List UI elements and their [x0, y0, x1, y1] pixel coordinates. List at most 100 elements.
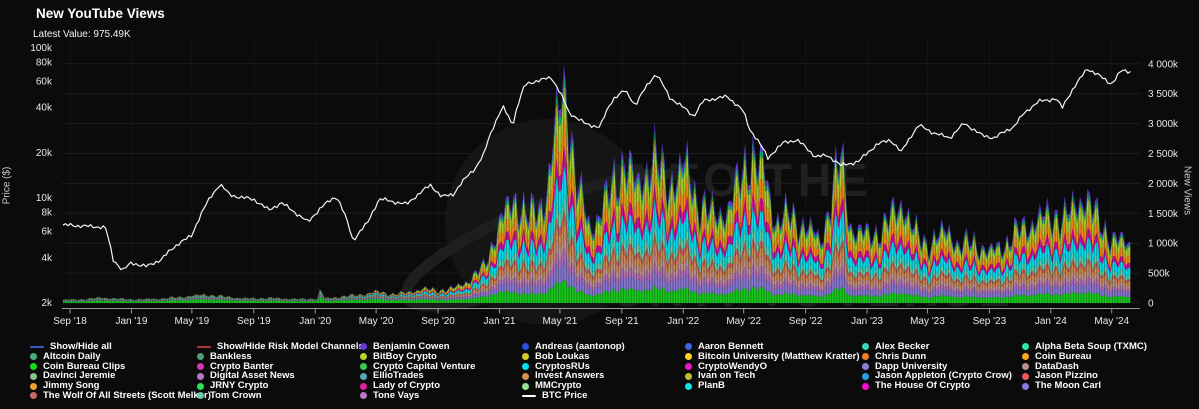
legend-dot-icon: [360, 372, 367, 380]
legend-item[interactable]: Altcoin Daily: [30, 350, 211, 362]
svg-text:Sep '22: Sep '22: [789, 316, 823, 327]
legend-item[interactable]: Jason Pizzino: [1022, 371, 1147, 381]
legend-item[interactable]: CryptosRUs: [522, 361, 625, 372]
legend-dot-icon: [1022, 362, 1029, 370]
legend: Show/Hide all Altcoin Daily Coin Bureau Cl…: [0, 342, 1199, 406]
legend-item[interactable]: The Moon Carl: [1022, 381, 1147, 391]
legend-dot-icon: [360, 382, 367, 390]
legend-item[interactable]: Benjamin Cowen: [360, 342, 475, 352]
legend-line-marker-icon: [522, 394, 536, 398]
legend-item-label: JRNY Crypto: [210, 380, 269, 392]
legend-item[interactable]: Digital Asset News: [197, 371, 364, 381]
legend-item[interactable]: MMCrypto: [522, 381, 625, 391]
legend-item[interactable]: Davinci Jeremie: [30, 371, 211, 381]
legend-line-marker-icon: [30, 345, 44, 349]
svg-text:8k: 8k: [41, 208, 53, 219]
legend-dot-icon: [360, 362, 367, 370]
svg-text:May '23: May '23: [910, 316, 945, 327]
legend-item[interactable]: Chris Dunn: [862, 351, 1012, 362]
legend-dot-icon: [522, 343, 529, 351]
svg-text:4k: 4k: [41, 253, 53, 264]
legend-column: Alex Becker Chris Dunn Dapp University Jaso…: [862, 342, 1012, 391]
svg-text:May '24: May '24: [1094, 316, 1129, 327]
legend-dot-icon: [522, 382, 529, 390]
legend-item[interactable]: Show/Hide all: [30, 342, 211, 352]
legend-item[interactable]: Crypto Capital Venture: [360, 360, 476, 372]
legend-item[interactable]: Show/Hide Risk Model Channels: [197, 342, 364, 352]
svg-text:80k: 80k: [36, 58, 53, 69]
legend-item-label: Bob Loukas: [535, 350, 590, 362]
svg-text:Jan '21: Jan '21: [484, 316, 516, 327]
legend-column: Show/Hide Risk Model Channels Bankless Cry…: [197, 342, 364, 401]
legend-item-label: Coin Bureau Clips: [43, 360, 126, 372]
legend-item-label: Davinci Jeremie: [43, 370, 116, 382]
legend-item-label: Crypto Capital Venture: [373, 360, 476, 372]
legend-item-label: Dapp University: [875, 360, 948, 372]
legend-item[interactable]: Coin Bureau Clips: [30, 360, 211, 372]
legend-item-label: MMCrypto: [535, 380, 582, 392]
svg-text:6k: 6k: [41, 226, 53, 237]
svg-text:3 000k: 3 000k: [1148, 119, 1179, 130]
svg-text:40k: 40k: [36, 103, 53, 114]
legend-item[interactable]: Coin Bureau: [1022, 351, 1147, 362]
legend-dot-icon: [197, 372, 204, 380]
legend-item-label: The House Of Crypto: [875, 380, 971, 392]
legend-line-marker-icon: [197, 345, 211, 349]
legend-dot-icon: [685, 343, 692, 351]
legend-item[interactable]: Bob Loukas: [522, 350, 625, 362]
legend-item-label: Ivan on Tech: [698, 370, 756, 382]
legend-item[interactable]: EllioTrades: [360, 371, 475, 381]
legend-dot-icon: [862, 343, 869, 351]
legend-item-label: Crypto Banter: [210, 360, 274, 372]
legend-item-label: Aaron Bennett: [698, 341, 764, 352]
legend-item-label: Invest Answers: [535, 370, 605, 382]
legend-item[interactable]: Alex Becker: [862, 342, 1012, 352]
legend-item[interactable]: BitBoy Crypto: [360, 351, 475, 362]
legend-item[interactable]: Tone Vays: [360, 391, 475, 401]
legend-item[interactable]: CryptoWendyO: [685, 361, 860, 372]
btc-price-line: [62, 69, 1131, 271]
legend-dot-icon: [197, 353, 204, 361]
legend-column: Andreas (aantonop) Bob Loukas CryptosRUs In…: [522, 342, 625, 401]
legend-item-label: Jimmy Song: [43, 380, 100, 392]
legend-dot-icon: [30, 372, 37, 380]
legend-item[interactable]: Dapp University: [862, 360, 1012, 372]
legend-item[interactable]: The Wolf Of All Streets (Scott Melker): [30, 391, 211, 401]
legend-item-label: Jason Appleton (Crypto Crow): [875, 370, 1012, 382]
legend-item[interactable]: Bankless: [197, 351, 364, 362]
legend-item[interactable]: Invest Answers: [522, 371, 625, 381]
svg-text:Sep '21: Sep '21: [605, 316, 639, 327]
legend-item[interactable]: DataDash: [1022, 360, 1147, 372]
legend-item[interactable]: BTC Price: [522, 391, 625, 401]
legend-item[interactable]: The House Of Crypto: [862, 381, 1012, 391]
legend-item[interactable]: Tom Crown: [197, 391, 364, 401]
legend-item-label: DataDash: [1035, 360, 1079, 372]
legend-item[interactable]: Aaron Bennett: [685, 342, 860, 352]
svg-text:0: 0: [1148, 299, 1154, 310]
legend-item-label: Alex Becker: [875, 341, 930, 352]
svg-text:May '22: May '22: [726, 316, 761, 327]
legend-dot-icon: [685, 382, 692, 390]
legend-item[interactable]: JRNY Crypto: [197, 381, 364, 391]
legend-item[interactable]: Lady of Crypto: [360, 381, 475, 391]
svg-text:Sep '23: Sep '23: [973, 316, 1007, 327]
legend-item[interactable]: PlanB: [685, 381, 860, 391]
legend-item[interactable]: Bitcoin University (Matthew Kratter): [685, 350, 860, 362]
legend-dot-icon: [197, 382, 204, 390]
legend-item-label: Altcoin Daily: [43, 350, 101, 362]
svg-text:Jan '20: Jan '20: [299, 316, 331, 327]
legend-item[interactable]: Andreas (aantonop): [522, 342, 625, 352]
svg-text:1 500k: 1 500k: [1148, 209, 1179, 220]
legend-item[interactable]: Ivan on Tech: [685, 371, 860, 381]
legend-dot-icon: [360, 343, 367, 351]
legend-item[interactable]: Alpha Beta Soup (TXMC): [1022, 342, 1147, 352]
legend-item[interactable]: Crypto Banter: [197, 360, 364, 372]
legend-dot-icon: [862, 382, 869, 390]
legend-dot-icon: [862, 372, 869, 380]
legend-dot-icon: [522, 372, 529, 380]
legend-item-label: Bitcoin University (Matthew Kratter): [698, 350, 860, 362]
legend-item-label: BTC Price: [542, 389, 588, 401]
legend-item[interactable]: Jason Appleton (Crypto Crow): [862, 371, 1012, 381]
legend-item[interactable]: Jimmy Song: [30, 381, 211, 391]
